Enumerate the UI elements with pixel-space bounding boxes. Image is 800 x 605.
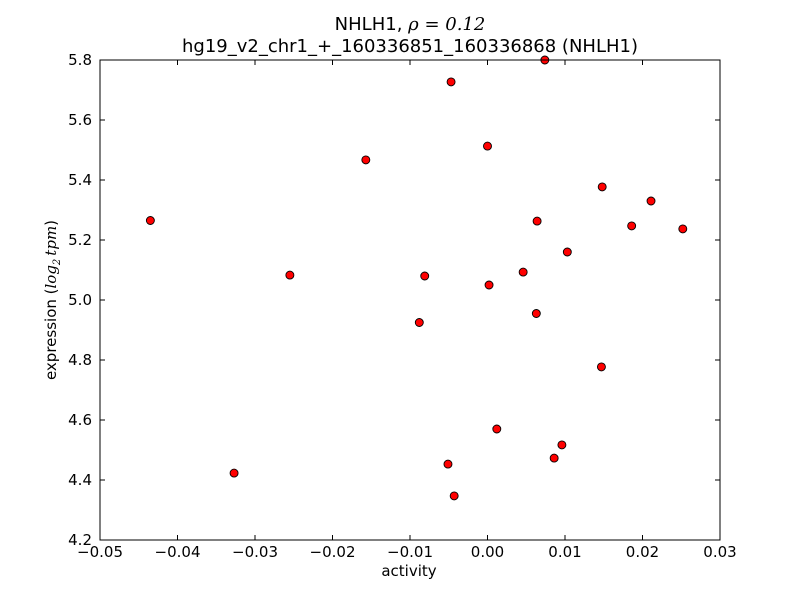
data-point xyxy=(361,155,371,165)
y-axis-label-suffix: ) xyxy=(42,220,60,226)
x-tick-label: −0.02 xyxy=(310,543,356,561)
x-tick-label: −0.05 xyxy=(77,543,123,561)
data-point xyxy=(446,77,456,87)
y-tick-label: 5.6 xyxy=(68,111,92,129)
data-point xyxy=(596,362,606,372)
y-axis-label-prefix: expression ( xyxy=(42,289,60,381)
y-tick-label: 5.0 xyxy=(68,291,92,309)
data-point xyxy=(532,216,542,226)
y-axis-label-log: log xyxy=(42,265,60,288)
data-point xyxy=(549,453,559,463)
data-point xyxy=(492,424,502,434)
data-point xyxy=(483,141,492,151)
data-point xyxy=(229,468,239,478)
y-axis-label-tpm: tpm xyxy=(42,226,60,256)
data-point xyxy=(414,318,424,327)
x-axis-label: activity xyxy=(381,562,436,580)
data-point xyxy=(562,247,572,257)
data-point xyxy=(557,440,567,450)
data-point xyxy=(443,459,453,469)
x-tick-label: 0.01 xyxy=(548,543,581,561)
x-tick-label: 0.02 xyxy=(626,543,659,561)
y-tick-label: 5.8 xyxy=(68,51,92,69)
data-point xyxy=(484,280,494,290)
data-point xyxy=(449,491,459,501)
y-axis-label-sub: 2 xyxy=(52,259,63,266)
points-layer xyxy=(145,55,688,501)
chart-title-math: ρ = 0.12 xyxy=(407,14,485,35)
x-tick-label: 0.03 xyxy=(703,543,736,561)
data-point xyxy=(285,270,295,280)
y-tick-label: 4.4 xyxy=(68,471,92,489)
y-axis-label: expression (log2 tpm) xyxy=(42,220,63,380)
data-point xyxy=(145,216,155,225)
x-tick-label: −0.04 xyxy=(155,543,201,561)
x-tick-label: −0.01 xyxy=(387,543,433,561)
data-point xyxy=(531,309,541,318)
data-point xyxy=(597,182,607,192)
y-tick-label: 4.2 xyxy=(68,531,92,549)
y-tick-label: 4.6 xyxy=(68,411,92,429)
y-tick-label: 5.2 xyxy=(68,231,92,249)
plot-area-frame xyxy=(99,59,721,541)
chart-title: NHLH1, ρ = 0.12 xyxy=(335,14,486,35)
chart-subtitle: hg19_v2_chr1_+_160336851_160336868 (NHLH… xyxy=(182,36,638,57)
ticks-layer: −0.05 −0.04 −0.03 −0.02 −0.01 0.00 0.01 0.02 0.0… xyxy=(68,51,737,561)
data-point xyxy=(627,221,637,231)
y-tick-label: 5.4 xyxy=(68,171,92,189)
data-point xyxy=(646,196,656,206)
y-tick-label: 4.8 xyxy=(68,351,92,369)
data-point xyxy=(420,271,430,281)
x-tick-label: −0.03 xyxy=(232,543,278,561)
x-tick-label: 0.00 xyxy=(471,543,504,561)
chart-title-prefix: NHLH1, xyxy=(335,14,408,35)
data-point xyxy=(518,267,528,277)
data-point xyxy=(678,224,688,234)
